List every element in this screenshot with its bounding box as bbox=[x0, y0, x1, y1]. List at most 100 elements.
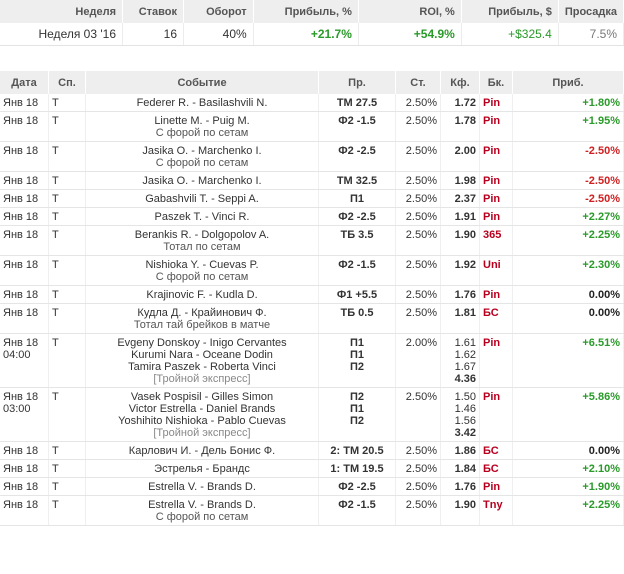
bet-event[interactable]: Jasika O. - Marchenko I. bbox=[142, 175, 262, 187]
bet-date-cell: Янв 18 bbox=[0, 255, 49, 286]
summary-col-turnover[interactable]: Оборот bbox=[183, 0, 254, 23]
summary-drawdown: 7.5% bbox=[558, 23, 624, 46]
bet-event[interactable]: Linette M. - Puig M. bbox=[154, 115, 250, 127]
bet-pick-cell: ТМ 32.5 bbox=[318, 171, 396, 190]
bet-event[interactable]: Victor Estrella - Daniel Brands bbox=[128, 403, 276, 415]
summary-col-drawdown[interactable]: Просадка bbox=[558, 0, 624, 23]
bet-total-odds: 3.42 bbox=[454, 427, 476, 439]
col-event[interactable]: Событие bbox=[85, 71, 319, 94]
bet-bookmaker[interactable]: Pin bbox=[479, 171, 513, 190]
bet-sport: T bbox=[48, 225, 86, 256]
summary-col-roi[interactable]: ROI, % bbox=[358, 0, 462, 23]
bet-bookmaker[interactable]: Pin bbox=[479, 333, 513, 388]
bet-odds: 1.91 bbox=[454, 211, 476, 223]
bet-date-cell: Янв 18 bbox=[0, 94, 49, 112]
bet-bookmaker[interactable]: Pin bbox=[479, 189, 513, 208]
bet-row: Янв 18 T Карлович И. - Дель Бонис Ф. 2: ТМ … bbox=[0, 441, 624, 460]
bet-profit: +2.25% bbox=[512, 495, 624, 526]
bet-pick-cell: П1 П1 П2 bbox=[318, 333, 396, 388]
bet-odds-cell: 1.61 1.62 1.67 4.36 bbox=[440, 333, 480, 388]
bet-event[interactable]: Kurumi Nara - Oceane Dodin bbox=[131, 349, 273, 361]
col-stake[interactable]: Ст. bbox=[395, 71, 441, 94]
bet-event-cell: Estrella V. - Brands D. С форой по сетам bbox=[85, 495, 319, 526]
summary-col-bets[interactable]: Ставок bbox=[122, 0, 184, 23]
summary-table: Неделя Ставок Оборот Прибыль, % ROI, % П… bbox=[0, 0, 624, 46]
bet-event[interactable]: Estrella V. - Brands D. bbox=[148, 481, 256, 493]
bet-pick-cell: Ф2 -1.5 bbox=[318, 255, 396, 286]
bet-row: Янв 18 T Jasika O. - Marchenko I. С форой п… bbox=[0, 141, 624, 172]
bet-odds-cell: 2.37 bbox=[440, 189, 480, 208]
col-odds[interactable]: Кф. bbox=[440, 71, 480, 94]
summary-col-profit-usd[interactable]: Прибыль, $ bbox=[461, 0, 559, 23]
bet-sport: T bbox=[48, 141, 86, 172]
bet-bookmaker[interactable]: Pin bbox=[479, 387, 513, 442]
bet-pick: Ф2 -1.5 bbox=[338, 259, 376, 271]
bet-bookmaker[interactable]: Tny bbox=[479, 495, 513, 526]
bet-bookmaker[interactable]: Pin bbox=[479, 94, 513, 112]
bet-event[interactable]: Кудла Д. - Крайинович Ф. bbox=[137, 307, 267, 319]
bet-bookmaker[interactable]: Pin bbox=[479, 477, 513, 496]
bet-bookmaker[interactable]: Pin bbox=[479, 141, 513, 172]
bet-event[interactable]: Vasek Pospisil - Gilles Simon bbox=[130, 391, 274, 403]
bet-bookmaker[interactable]: Pin bbox=[479, 285, 513, 304]
bet-profit: -2.50% bbox=[512, 189, 624, 208]
col-bookmaker[interactable]: Бк. bbox=[479, 71, 513, 94]
bet-event[interactable]: Evgeny Donskoy - Inigo Cervantes bbox=[117, 337, 287, 349]
bet-pick: Ф1 +5.5 bbox=[336, 289, 378, 301]
bet-odds: 1.86 bbox=[454, 445, 476, 457]
bet-pick: 2: ТМ 20.5 bbox=[330, 445, 384, 457]
bet-stake: 2.50% bbox=[395, 285, 441, 304]
col-pick[interactable]: Пр. bbox=[318, 71, 396, 94]
bet-bookmaker[interactable]: 365 bbox=[479, 225, 513, 256]
bet-date-cell: Янв 18 bbox=[0, 111, 49, 142]
bet-date-cell: Янв 18 bbox=[0, 303, 49, 334]
bet-event[interactable]: Nishioka Y. - Cuevas P. bbox=[145, 259, 259, 271]
bet-profit: -2.50% bbox=[512, 141, 624, 172]
bet-event[interactable]: Tamira Paszek - Roberta Vinci bbox=[128, 361, 276, 373]
bet-odds: 2.37 bbox=[454, 193, 476, 205]
bet-bookmaker[interactable]: БС bbox=[479, 303, 513, 334]
col-sport[interactable]: Сп. bbox=[48, 71, 86, 94]
bet-event[interactable]: Yoshihito Nishioka - Pablo Cuevas bbox=[118, 415, 286, 427]
bet-odds-cell: 1.72 bbox=[440, 94, 480, 112]
bet-event[interactable]: Estrella V. - Brands D. bbox=[148, 499, 256, 511]
bet-bookmaker[interactable]: Pin bbox=[479, 207, 513, 226]
col-profit[interactable]: Приб. bbox=[512, 71, 624, 94]
summary-col-profit-pct[interactable]: Прибыль, % bbox=[253, 0, 359, 23]
summary-week: Неделя 03 '16 bbox=[0, 23, 123, 46]
bet-row: Янв 18 T Estrella V. - Brands D. Ф2 -2.5 2.5… bbox=[0, 477, 624, 496]
summary-turnover: 40% bbox=[183, 23, 254, 46]
summary-col-week[interactable]: Неделя bbox=[0, 0, 123, 23]
bet-sport: T bbox=[48, 303, 86, 334]
bet-date: Янв 18 bbox=[3, 115, 39, 127]
bet-profit: 0.00% bbox=[512, 441, 624, 460]
bet-sport: T bbox=[48, 171, 86, 190]
bet-event[interactable]: Jasika O. - Marchenko I. bbox=[142, 145, 262, 157]
bet-pick-cell: ТБ 0.5 bbox=[318, 303, 396, 334]
bet-pick: 1: ТМ 19.5 bbox=[330, 463, 384, 475]
bet-bookmaker[interactable]: БС bbox=[479, 459, 513, 478]
bet-event[interactable]: Карлович И. - Дель Бонис Ф. bbox=[128, 445, 276, 457]
bet-pick: П1 bbox=[349, 403, 365, 415]
bet-row: Янв 18 T Gabashvili T. - Seppi A. П1 2.50% 2.… bbox=[0, 189, 624, 208]
bet-stake: 2.50% bbox=[395, 207, 441, 226]
bet-pick: ТБ 0.5 bbox=[340, 307, 374, 319]
bet-profit: +6.51% bbox=[512, 333, 624, 388]
bet-date: Янв 18 bbox=[3, 391, 39, 403]
bet-market: Тотал тай брейков в матче bbox=[133, 319, 271, 331]
bet-row: Янв 18 T Paszek T. - Vinci R. Ф2 -2.5 2.50% 1… bbox=[0, 207, 624, 226]
bet-event[interactable]: Berankis R. - Dolgopolov A. bbox=[134, 229, 270, 241]
bet-event[interactable]: Gabashvili T. - Seppi A. bbox=[145, 193, 259, 205]
bet-bookmaker[interactable]: Pin bbox=[479, 111, 513, 142]
bet-bookmaker[interactable]: БС bbox=[479, 441, 513, 460]
bet-event[interactable]: Эстрелья - Брандс bbox=[154, 463, 250, 475]
bet-odds: 1.67 bbox=[454, 361, 476, 373]
bet-event[interactable]: Krajinovic F. - Kudla D. bbox=[146, 289, 258, 301]
bet-event[interactable]: Federer R. - Basilashvili N. bbox=[136, 97, 268, 109]
bet-odds: 1.78 bbox=[454, 115, 476, 127]
summary-roi: +54.9% bbox=[358, 23, 462, 46]
bet-event[interactable]: Paszek T. - Vinci R. bbox=[154, 211, 250, 223]
summary-profit-usd: +$325.4 bbox=[461, 23, 559, 46]
bet-bookmaker[interactable]: Uni bbox=[479, 255, 513, 286]
col-date[interactable]: Дата bbox=[0, 71, 49, 94]
